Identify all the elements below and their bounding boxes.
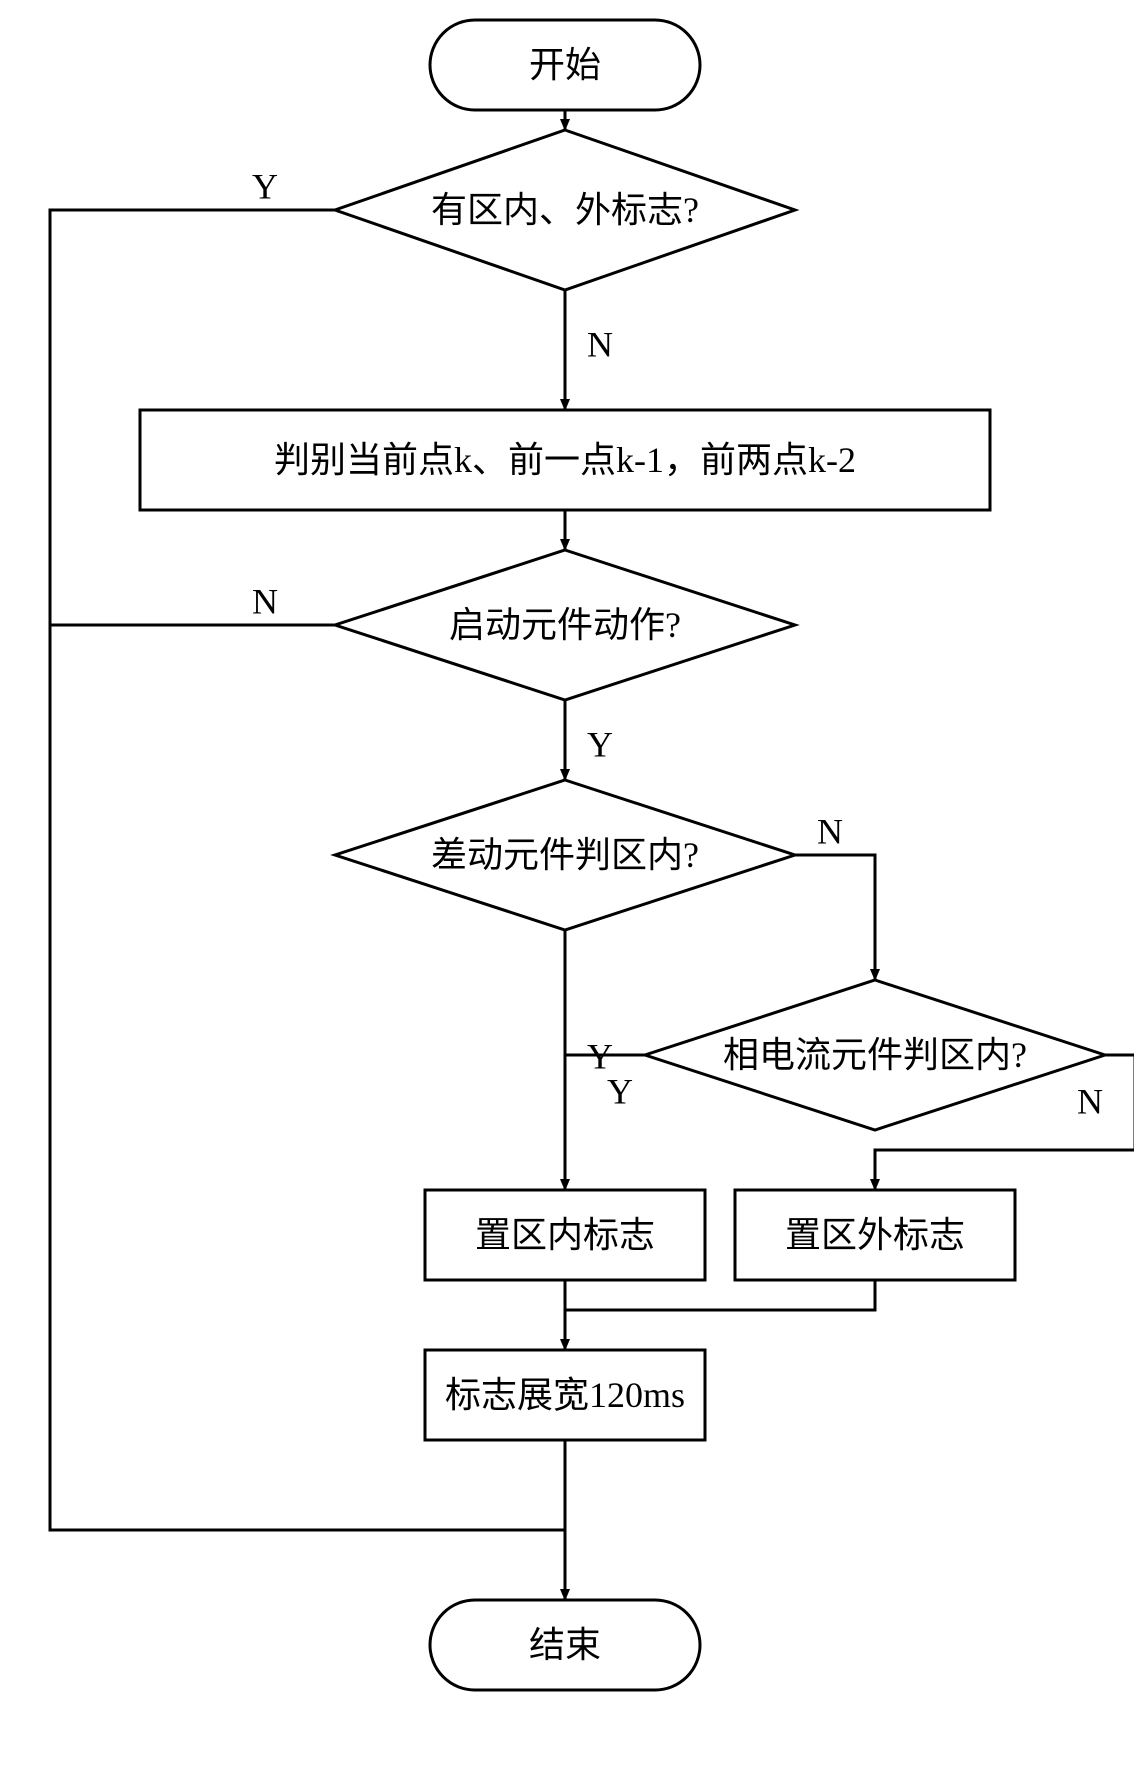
edge-label: Y <box>607 1071 633 1111</box>
node-p4-label: 标志展宽120ms <box>445 1375 685 1415</box>
node-d1-label: 有区内、外标志? <box>431 190 699 230</box>
edge-label: Y <box>252 166 278 206</box>
node-d3-label: 差动元件判区内? <box>431 835 699 875</box>
edge-label: N <box>1077 1081 1103 1121</box>
edge-label: Y <box>587 724 613 764</box>
node-d4-label: 相电流元件判区内? <box>723 1035 1027 1075</box>
node-d2-label: 启动元件动作? <box>449 605 681 645</box>
edge-label: N <box>587 324 613 364</box>
edge-label: N <box>252 581 278 621</box>
flowchart-svg: NYYNNYYN开始有区内、外标志?判别当前点k、前一点k-1，前两点k-2启动… <box>0 0 1134 1779</box>
node-p1-label: 判别当前点k、前一点k-1，前两点k-2 <box>274 440 856 480</box>
node-p3-label: 置区外标志 <box>785 1215 965 1255</box>
edge-label: N <box>817 811 843 851</box>
node-p2-label: 置区内标志 <box>475 1215 655 1255</box>
node-end-label: 结束 <box>529 1625 601 1665</box>
node-start-label: 开始 <box>529 45 601 85</box>
